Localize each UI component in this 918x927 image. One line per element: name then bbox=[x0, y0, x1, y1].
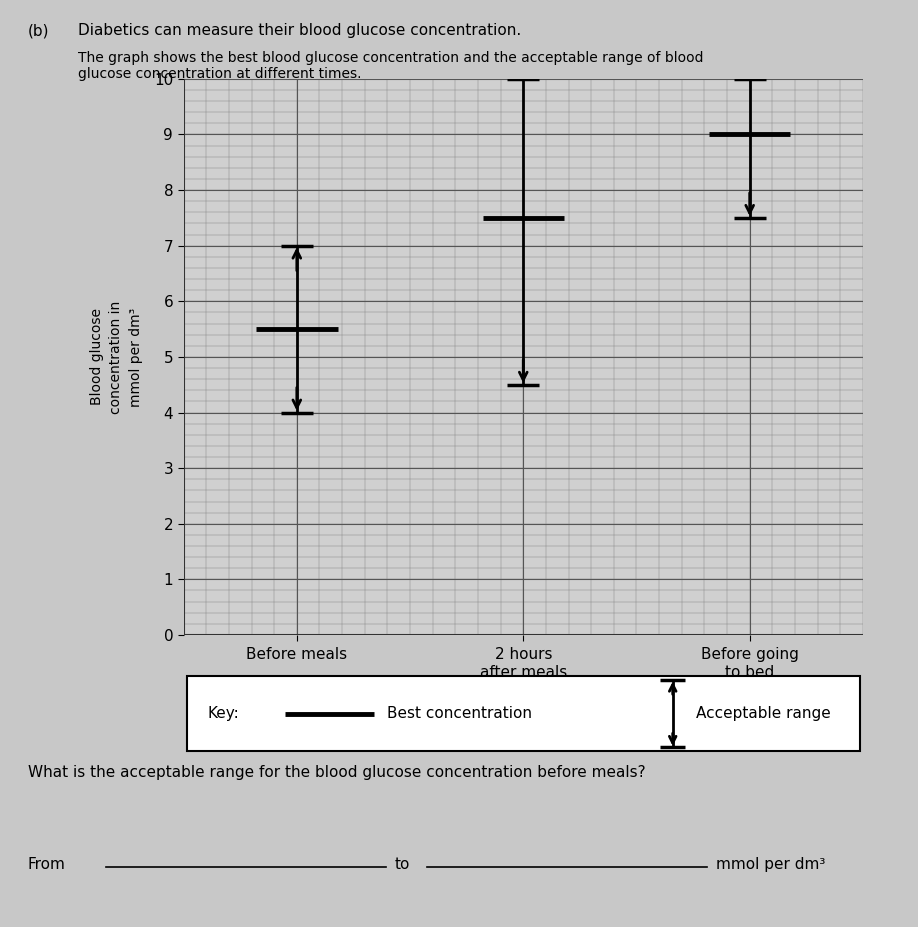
Text: Acceptable range: Acceptable range bbox=[697, 706, 831, 721]
FancyBboxPatch shape bbox=[187, 677, 859, 751]
Text: Time: Time bbox=[505, 718, 542, 733]
Text: Key:: Key: bbox=[207, 706, 239, 721]
Text: (b): (b) bbox=[28, 23, 49, 38]
Text: mmol per dm³: mmol per dm³ bbox=[716, 857, 825, 872]
Text: Diabetics can measure their blood glucose concentration.: Diabetics can measure their blood glucos… bbox=[78, 23, 521, 38]
Text: What is the acceptable range for the blood glucose concentration before meals?: What is the acceptable range for the blo… bbox=[28, 765, 645, 780]
Text: Best concentration: Best concentration bbox=[387, 706, 532, 721]
Text: From: From bbox=[28, 857, 65, 872]
Text: The graph shows the best blood glucose concentration and the acceptable range of: The graph shows the best blood glucose c… bbox=[78, 51, 703, 82]
Y-axis label: Blood glucose
concentration in
mmol per dm³: Blood glucose concentration in mmol per … bbox=[90, 300, 143, 413]
Text: to: to bbox=[395, 857, 410, 872]
